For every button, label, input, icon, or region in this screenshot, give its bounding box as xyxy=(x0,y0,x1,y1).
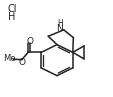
Text: N: N xyxy=(56,24,63,33)
Text: O: O xyxy=(18,58,25,67)
Text: Cl: Cl xyxy=(8,4,17,14)
Text: Me: Me xyxy=(3,54,15,63)
Text: H: H xyxy=(57,19,62,28)
Text: H: H xyxy=(8,12,15,23)
Text: O: O xyxy=(26,37,33,46)
